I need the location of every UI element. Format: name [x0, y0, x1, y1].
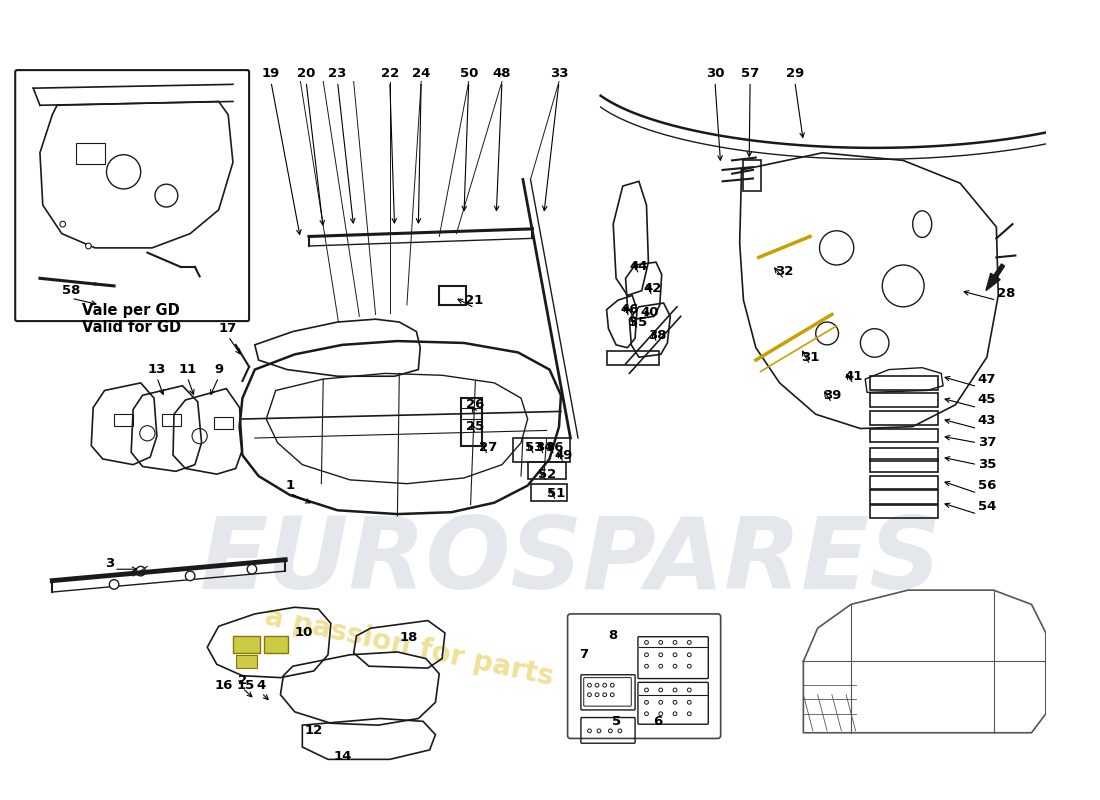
Text: 17: 17: [219, 322, 238, 335]
Bar: [439, 286, 466, 305]
Text: 40: 40: [640, 306, 659, 319]
Circle shape: [86, 243, 91, 249]
Text: 12: 12: [305, 724, 323, 738]
Bar: [870, 447, 938, 461]
Text: EUROSPARES: EUROSPARES: [200, 513, 942, 610]
Text: 15: 15: [236, 678, 254, 692]
FancyBboxPatch shape: [568, 614, 720, 738]
Text: 46: 46: [620, 303, 639, 316]
FancyArrow shape: [986, 264, 1004, 290]
Text: 19: 19: [262, 67, 280, 81]
Bar: [870, 490, 938, 504]
Bar: [530, 484, 566, 501]
Text: 54: 54: [978, 500, 996, 513]
Text: 55: 55: [629, 315, 647, 329]
Text: 23: 23: [328, 67, 346, 81]
Text: 38: 38: [648, 329, 667, 342]
Bar: [461, 398, 482, 446]
Text: 2: 2: [238, 674, 248, 687]
Text: a passion for parts: a passion for parts: [262, 603, 556, 691]
Bar: [870, 505, 938, 518]
FancyBboxPatch shape: [15, 70, 249, 321]
Bar: [528, 462, 565, 479]
Bar: [606, 350, 659, 365]
Text: 47: 47: [978, 373, 996, 386]
Bar: [233, 636, 260, 653]
Bar: [870, 394, 938, 406]
Text: 29: 29: [785, 67, 804, 81]
Text: 18: 18: [399, 631, 418, 644]
Bar: [870, 476, 938, 490]
Text: 4: 4: [256, 678, 266, 692]
Bar: [870, 376, 938, 390]
Text: 8: 8: [608, 630, 618, 642]
Text: 22: 22: [381, 67, 399, 81]
Text: 1: 1: [285, 479, 295, 492]
Bar: [162, 414, 180, 426]
Text: 45: 45: [978, 394, 996, 406]
Text: 9: 9: [214, 363, 223, 376]
Text: 5: 5: [612, 715, 620, 728]
Text: 11: 11: [178, 363, 197, 376]
Bar: [114, 414, 133, 426]
Bar: [744, 161, 760, 191]
Text: 32: 32: [776, 265, 793, 278]
Text: 26: 26: [466, 398, 485, 411]
Text: 20: 20: [297, 67, 316, 81]
Text: 50: 50: [460, 67, 477, 81]
Text: 34: 34: [535, 441, 553, 454]
Text: 53: 53: [525, 441, 543, 454]
Text: 36: 36: [544, 441, 563, 454]
Bar: [76, 143, 104, 164]
Text: 6: 6: [653, 715, 662, 728]
Text: 42: 42: [644, 282, 661, 295]
Text: 57: 57: [741, 67, 759, 81]
Circle shape: [248, 565, 256, 574]
Text: 33: 33: [550, 67, 569, 81]
Text: 56: 56: [978, 479, 996, 492]
Text: 14: 14: [333, 750, 351, 763]
Text: 51: 51: [547, 486, 565, 500]
Text: 58: 58: [62, 284, 80, 297]
Text: 31: 31: [801, 350, 820, 364]
Circle shape: [59, 222, 66, 227]
Text: 44: 44: [629, 260, 648, 274]
Text: Vale per GD
Valid for GD: Vale per GD Valid for GD: [81, 303, 180, 335]
Text: 10: 10: [295, 626, 313, 639]
Text: 52: 52: [538, 468, 556, 481]
Text: 7: 7: [580, 648, 588, 662]
Bar: [213, 417, 233, 429]
Bar: [235, 654, 256, 668]
Text: 27: 27: [478, 441, 497, 454]
Text: 43: 43: [978, 414, 997, 427]
Text: 25: 25: [466, 420, 484, 433]
Bar: [264, 636, 288, 653]
Bar: [514, 438, 571, 462]
Bar: [870, 411, 938, 425]
Text: 21: 21: [465, 294, 484, 306]
Circle shape: [109, 580, 119, 589]
Text: 3: 3: [104, 557, 114, 570]
Bar: [870, 429, 938, 442]
Text: 16: 16: [214, 678, 232, 692]
Text: 49: 49: [554, 449, 573, 462]
Text: 35: 35: [978, 458, 996, 471]
Text: 37: 37: [978, 436, 996, 450]
Bar: [870, 459, 938, 472]
Text: 28: 28: [997, 287, 1015, 300]
Text: 39: 39: [823, 389, 842, 402]
Text: 41: 41: [845, 370, 862, 382]
Circle shape: [186, 571, 195, 581]
Text: 24: 24: [412, 67, 430, 81]
Text: 48: 48: [493, 67, 512, 81]
Text: 30: 30: [706, 67, 724, 81]
Text: 13: 13: [147, 363, 166, 376]
